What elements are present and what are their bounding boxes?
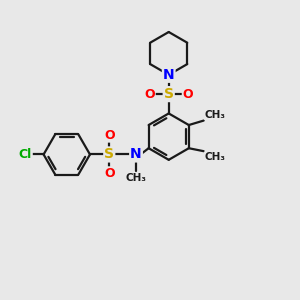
Text: CH₃: CH₃ [204,110,225,120]
Text: O: O [183,88,194,100]
Text: S: S [164,87,174,101]
Text: O: O [104,167,115,180]
Text: O: O [144,88,155,100]
Text: N: N [130,148,142,161]
Text: N: N [163,68,175,82]
Text: CH₃: CH₃ [125,173,146,183]
Text: CH₃: CH₃ [204,152,225,162]
Text: O: O [104,129,115,142]
Text: S: S [104,148,114,161]
Text: Cl: Cl [19,148,32,161]
